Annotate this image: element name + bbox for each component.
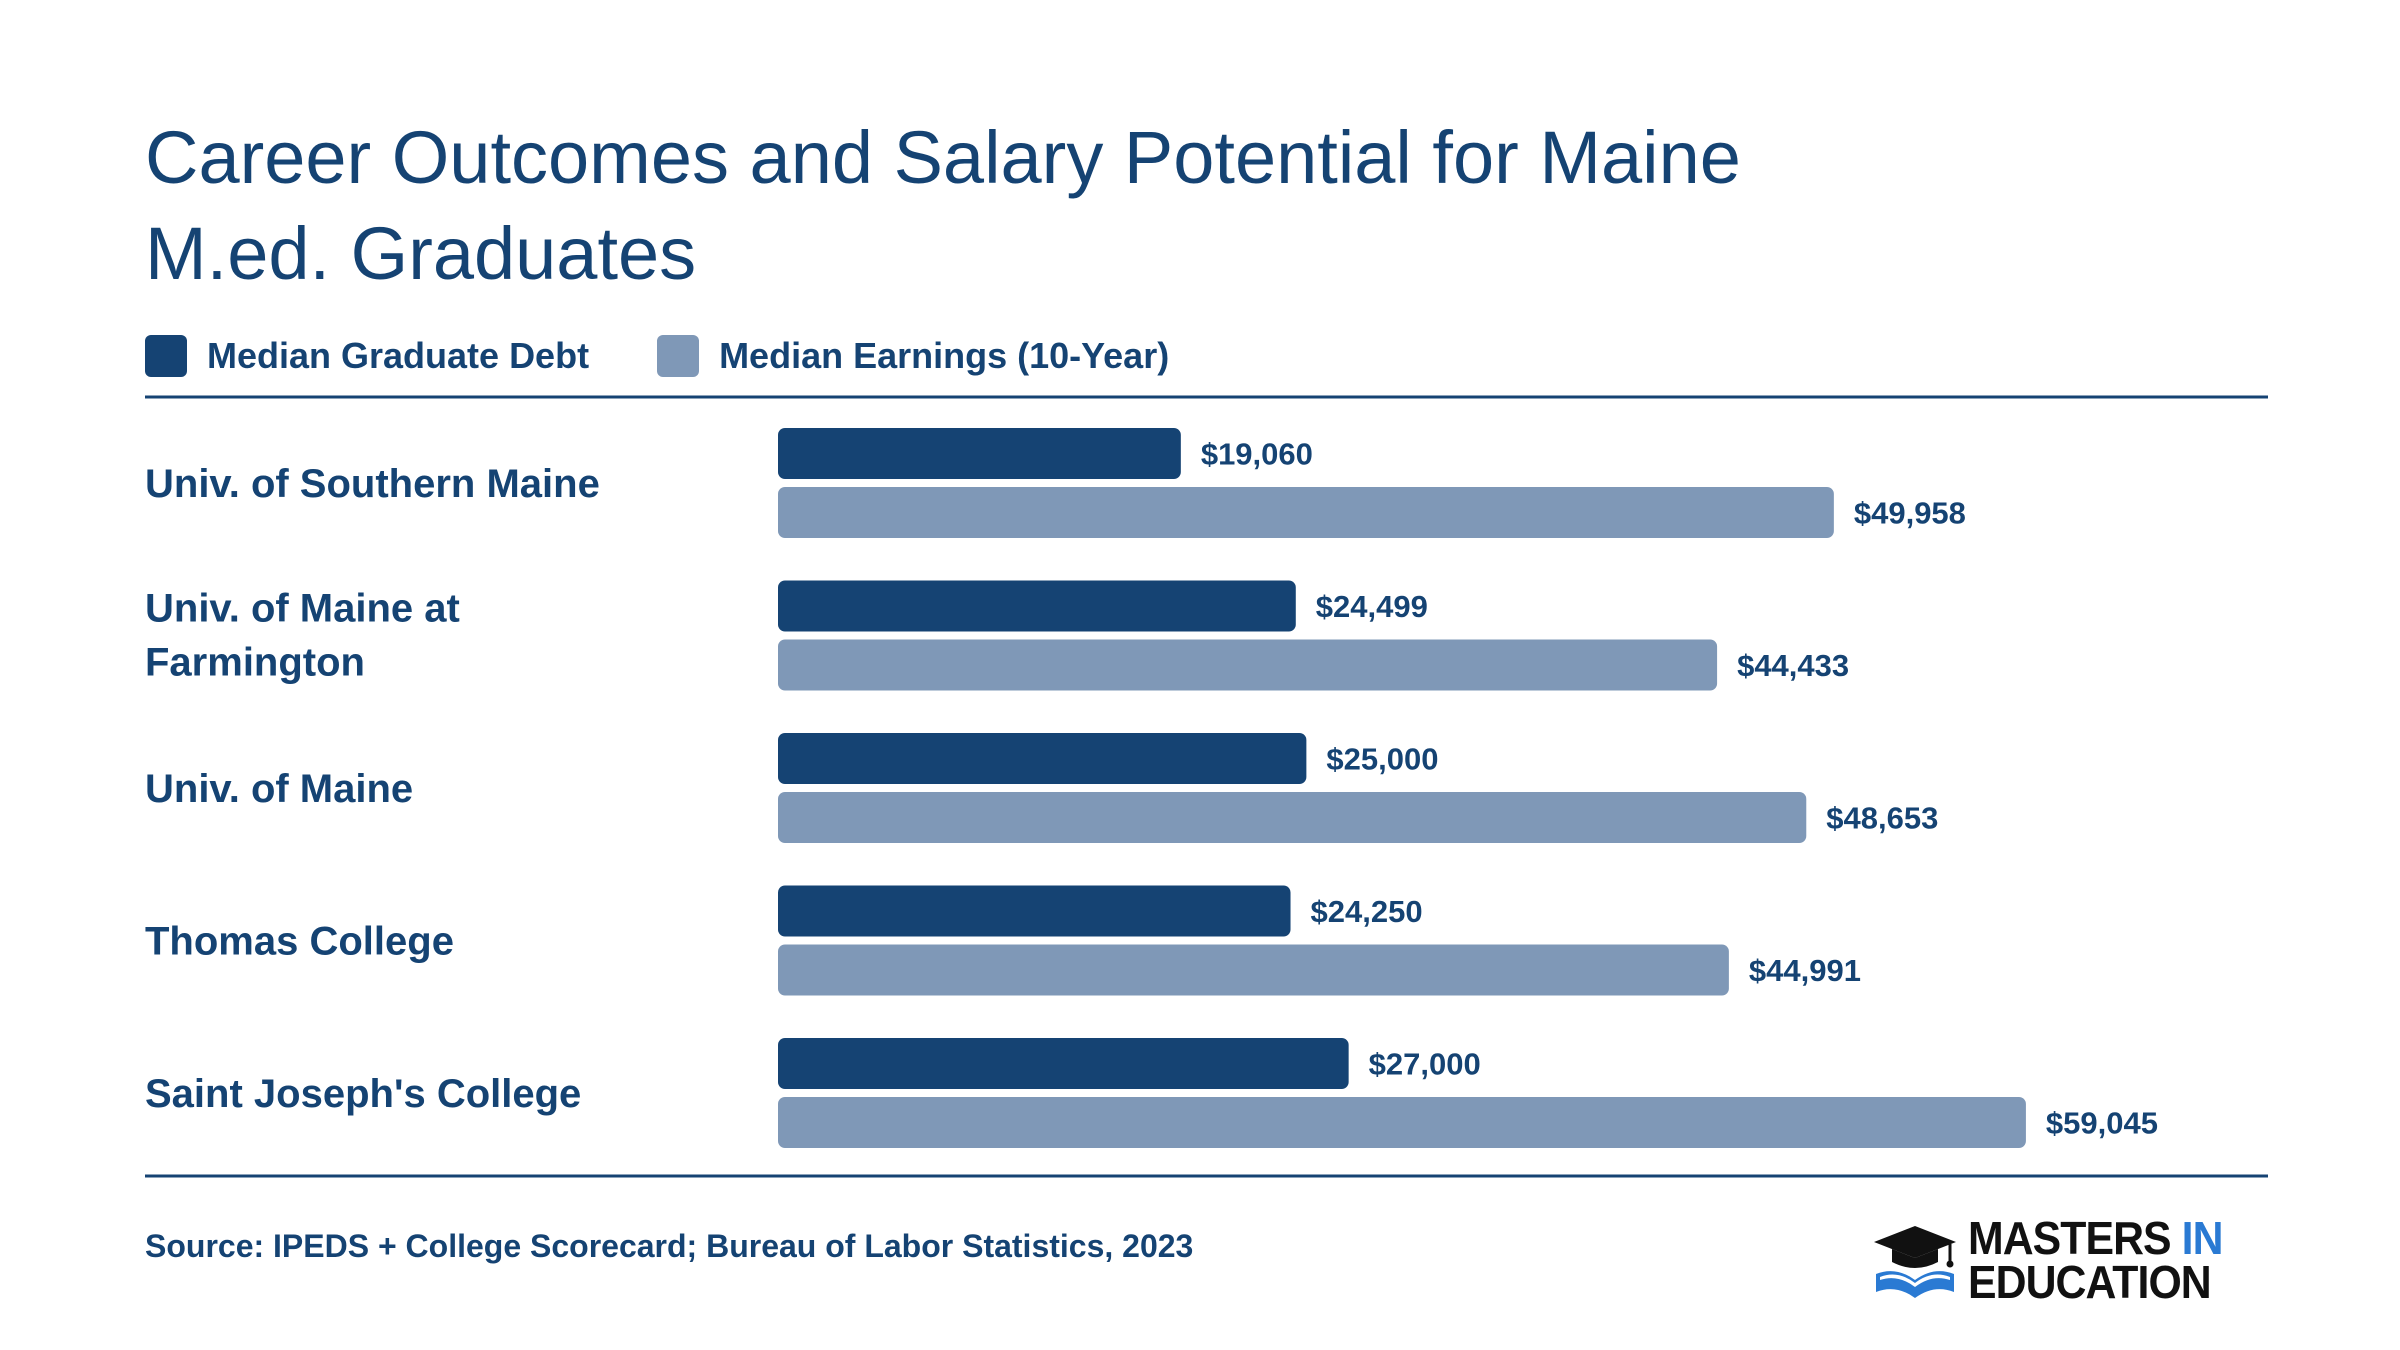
data-label-earnings: $48,653 bbox=[1826, 801, 1938, 836]
bar-earnings bbox=[778, 487, 1834, 538]
category-label: Univ. of Maine at Farmington bbox=[145, 587, 460, 685]
legend-label-debt: Median Graduate Debt bbox=[207, 335, 590, 376]
logo-text-education: EDUCATION bbox=[1968, 1256, 2212, 1308]
category-label: Univ. of Southern Maine bbox=[145, 462, 600, 506]
bar-debt bbox=[778, 1038, 1349, 1089]
graduation-cap-book-icon bbox=[1874, 1226, 1956, 1298]
bar-earnings bbox=[778, 639, 1718, 691]
data-label-debt: $19,060 bbox=[1201, 437, 1313, 472]
bar-debt bbox=[778, 428, 1181, 479]
category-label: Thomas College bbox=[145, 920, 454, 964]
bar-debt bbox=[778, 580, 1296, 632]
data-label-earnings: $49,958 bbox=[1854, 496, 1966, 531]
bar-debt bbox=[778, 885, 1291, 937]
data-label-earnings: $44,433 bbox=[1737, 648, 1849, 683]
legend-item-earnings: Median Earnings (10-Year) bbox=[657, 335, 1169, 377]
bar-debt bbox=[778, 733, 1307, 784]
category-label: Univ. of Maine bbox=[145, 767, 413, 811]
data-label-debt: $24,250 bbox=[1311, 894, 1423, 929]
legend-swatch-earnings bbox=[657, 335, 700, 377]
data-label-earnings: $44,991 bbox=[1749, 953, 1861, 988]
legend: Median Graduate Debt Median Earnings (10… bbox=[145, 334, 1237, 378]
bar-earnings bbox=[778, 1097, 2026, 1148]
data-label-debt: $25,000 bbox=[1326, 742, 1438, 777]
bar-earnings bbox=[778, 944, 1729, 996]
logo-text-in: IN bbox=[2181, 1212, 2224, 1264]
masters-in-education-logo: MASTERS IN EDUCATION bbox=[1872, 1214, 2272, 1314]
legend-item-debt: Median Graduate Debt bbox=[145, 335, 589, 377]
bar-earnings bbox=[778, 792, 1807, 843]
logo-text-masters: MASTERS bbox=[1968, 1212, 2172, 1264]
legend-label-earnings: Median Earnings (10-Year) bbox=[719, 335, 1170, 376]
data-label-debt: $27,000 bbox=[1369, 1047, 1481, 1082]
category-label: Saint Joseph's College bbox=[145, 1072, 581, 1116]
data-label-earnings: $59,045 bbox=[2046, 1106, 2158, 1141]
legend-swatch-debt bbox=[145, 335, 187, 377]
data-label-debt: $24,499 bbox=[1316, 589, 1428, 624]
source-note: Source: IPEDS + College Scorecard; Burea… bbox=[145, 1228, 1194, 1264]
chart-title: Career Outcomes and Salary Potential for… bbox=[145, 116, 1741, 295]
